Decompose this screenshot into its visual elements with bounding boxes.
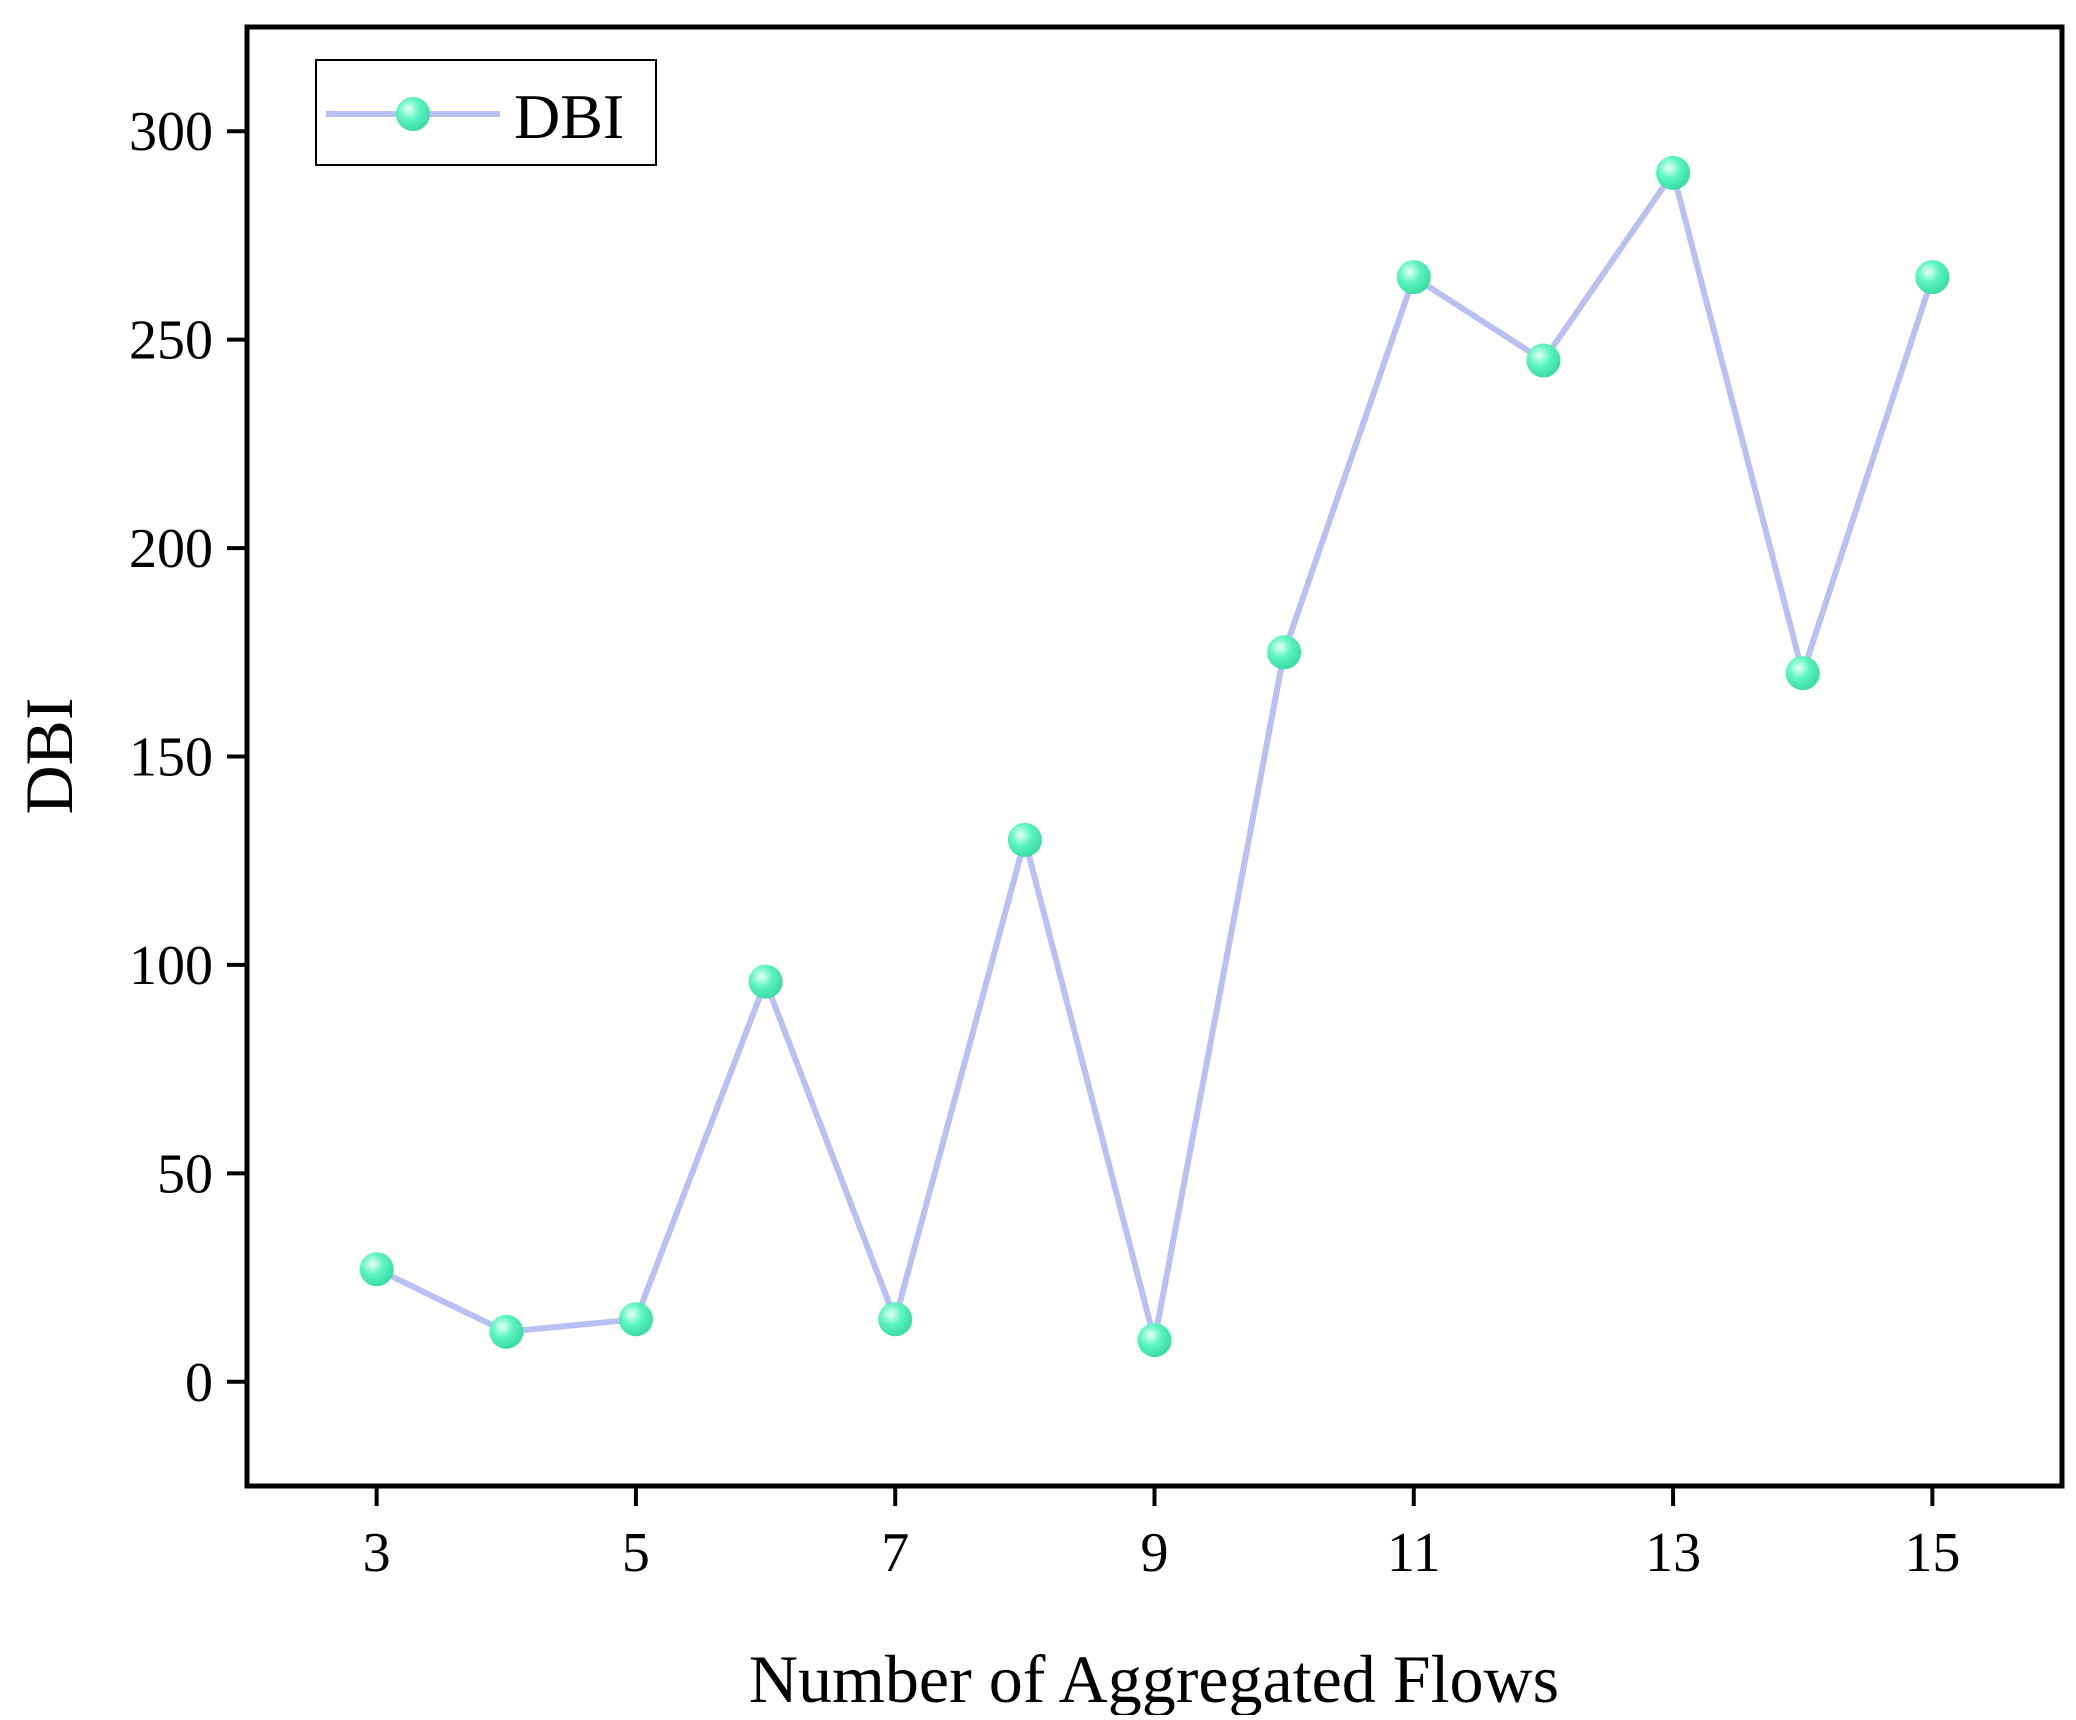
data-point — [1656, 155, 1691, 190]
y-tick-label: 50 — [157, 1143, 213, 1205]
x-tick-label: 15 — [1904, 1522, 1960, 1584]
x-axis: 3 5 7 9 11 13 15 — [363, 1486, 1960, 1584]
x-tick-label: 13 — [1645, 1522, 1701, 1584]
data-point — [1915, 260, 1950, 295]
data-point — [1267, 635, 1302, 670]
y-tick-label: 0 — [185, 1352, 213, 1414]
y-axis: 0 50 100 150 200 250 300 — [129, 101, 247, 1414]
x-tick-label: 3 — [363, 1522, 391, 1584]
y-tick-label: 300 — [129, 101, 213, 163]
data-point — [618, 1302, 653, 1337]
x-tick-label: 11 — [1387, 1522, 1441, 1584]
plot-frame — [244, 24, 2065, 1489]
data-point — [1396, 260, 1431, 295]
data-point — [489, 1314, 524, 1349]
data-point — [878, 1302, 913, 1337]
series-line-dbi — [375, 169, 1936, 1344]
legend: DBI — [315, 59, 657, 166]
legend-label: DBI — [514, 81, 624, 152]
data-point — [359, 1252, 394, 1287]
x-axis-title: Number of Aggregated Flows — [749, 1641, 1559, 1715]
x-tick-label: 7 — [881, 1522, 909, 1584]
y-tick-label: 200 — [129, 518, 213, 580]
y-axis-title: DBI — [11, 697, 87, 814]
y-tick-label: 150 — [129, 727, 213, 789]
x-tick-label: 9 — [1141, 1522, 1169, 1584]
data-point — [1137, 1323, 1172, 1358]
legend-marker-sample — [396, 97, 430, 131]
data-point — [1526, 343, 1561, 378]
data-point — [1007, 822, 1042, 857]
series-dbi — [359, 155, 1950, 1358]
data-point — [748, 964, 783, 999]
data-point — [1785, 656, 1820, 691]
x-tick-label: 5 — [622, 1522, 650, 1584]
y-tick-label: 100 — [129, 935, 213, 997]
y-tick-label: 250 — [129, 310, 213, 372]
